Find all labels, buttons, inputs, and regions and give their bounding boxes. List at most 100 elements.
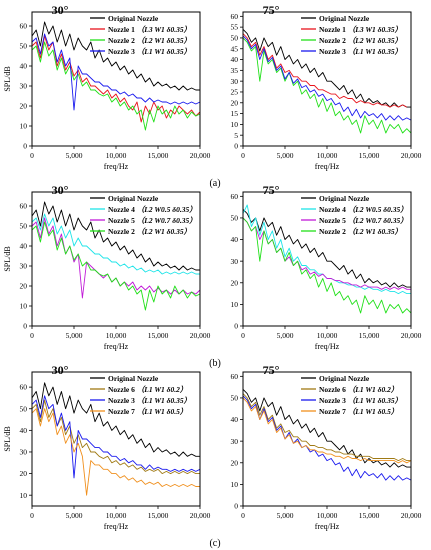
series-line-2 [31, 395, 201, 479]
legend-entry-0: Original Nozzle [319, 194, 370, 203]
y-tick-label: 10 [231, 480, 239, 489]
x-tick-label: 20,000 [401, 331, 422, 340]
series-line-0 [31, 201, 200, 271]
x-tick-label: 20,000 [190, 151, 211, 160]
y-tick-label: 0 [234, 502, 238, 511]
chart-5: 0 5,000 10,000 15,000 20,000 0 10 20 30 40 50 60 fre… [231, 363, 422, 531]
chart-title: 30° [52, 183, 69, 197]
legend-entry-detail: （L2 W0.5 δ0.35） [135, 205, 197, 214]
legend-entry-2: Nozzle 3 （L1 W1 δ0.35） [108, 396, 191, 405]
y-tick-label: 0 [23, 142, 27, 151]
y-tick-label: 45 [231, 44, 239, 53]
x-tick-label: 0 [241, 511, 245, 520]
y-tick-label: 50 [231, 34, 239, 43]
x-tick-label: 20,000 [401, 511, 422, 520]
y-tick-label: 50 [20, 404, 28, 413]
x-tick-label: 0 [30, 511, 34, 520]
y-tick-label: 10 [20, 302, 28, 311]
series-line-2 [242, 395, 412, 481]
y-tick-label: 15 [231, 109, 239, 118]
y-axis-label: SPL/dB [3, 66, 12, 91]
legend-entry-detail: （L1 W1 δ0.5） [346, 407, 398, 416]
legend-entry-3: Nozzle 7 （L1 W1 δ0.5） [319, 407, 398, 416]
series-line-2 [31, 41, 201, 131]
x-tick-label: 20,000 [190, 331, 211, 340]
y-tick-label: 40 [20, 242, 28, 251]
y-tick-label: 0 [234, 142, 238, 151]
chart-title: 75° [263, 363, 280, 377]
x-tick-label: 20,000 [401, 151, 422, 160]
legend-entry-1: Nozzle 1 （L3 W1 δ0.35） [108, 25, 191, 34]
x-tick-label: 0 [30, 331, 34, 340]
legend-entry-3: Nozzle 7 （L1 W1 δ0.5） [108, 407, 187, 416]
x-tick-label: 10,000 [106, 151, 127, 160]
y-tick-label: 55 [231, 23, 239, 32]
x-tick-label: 5,000 [66, 511, 83, 520]
series-line-0 [242, 388, 411, 468]
x-tick-label: 10,000 [317, 151, 338, 160]
x-axis-label: freq/Hz [315, 522, 340, 531]
series-line-3 [242, 35, 412, 121]
chart-0: 0 5,000 10,000 15,000 20,000 0 10 20 30 40 50 60 fre… [3, 3, 211, 171]
y-tick-label: 10 [231, 300, 239, 309]
legend-entry-detail: （L2 W1 δ0.35） [135, 36, 191, 45]
x-tick-label: 15,000 [148, 511, 169, 520]
legend-entry-0: Original Nozzle [108, 14, 159, 23]
y-tick-label: 60 [231, 192, 239, 201]
y-tick-label: 30 [231, 77, 239, 86]
x-axis-label: freq/Hz [315, 162, 340, 171]
series-line-0 [242, 208, 411, 288]
chart-panels: 0 5,000 10,000 15,000 20,000 0 10 20 30 40 50 60 fre… [3, 3, 422, 531]
legend-entry-2: Nozzle 2 （L2 W1 δ0.35） [319, 36, 402, 45]
y-axis-label: SPL/dB [3, 246, 12, 271]
legend-entry-detail: （L1 W1 δ0.35） [346, 396, 402, 405]
panel-label-a: (a) [209, 178, 220, 189]
legend-entry-detail: （L1 W1 δ0.35） [135, 396, 191, 405]
legend-entry-detail: （L2 W1 δ0.35） [346, 36, 402, 45]
y-tick-label: 20 [231, 98, 239, 107]
series-line-1 [31, 213, 200, 275]
y-tick-label: 50 [20, 42, 28, 51]
panel-label-b: (b) [209, 358, 221, 369]
series-line-3 [242, 217, 412, 314]
series-line-1 [31, 399, 200, 475]
series-line-3 [31, 221, 201, 311]
legend-entry-1: Nozzle 4 （L2 W0.5 δ0.35） [319, 205, 408, 214]
x-tick-label: 10,000 [106, 331, 127, 340]
x-tick-label: 5,000 [66, 331, 83, 340]
legend-entry-2: Nozzle 5 （L2 W0.7 δ0.35） [319, 216, 408, 225]
y-tick-label: 60 [20, 383, 28, 392]
legend-entry-3: Nozzle 3 （L1 W1 δ0.35） [319, 47, 402, 56]
x-tick-label: 15,000 [359, 511, 380, 520]
legend-entry-3: Nozzle 3 （L1 W1 δ0.35） [108, 47, 191, 56]
x-axis-label: freq/Hz [315, 342, 340, 351]
y-tick-label: 60 [231, 12, 239, 21]
y-tick-label: 50 [231, 214, 239, 223]
legend-entry-detail: （L1 W1 δ0.5） [135, 407, 187, 416]
y-tick-label: 35 [231, 66, 239, 75]
legend-entry-0: Original Nozzle [108, 194, 159, 203]
series-line-3 [242, 397, 412, 464]
x-tick-label: 10,000 [106, 511, 127, 520]
series-line-1 [242, 33, 408, 108]
series-line-3 [31, 408, 200, 496]
series-line-0 [31, 21, 200, 91]
chart-3: 0 5,000 10,000 15,000 20,000 0 10 20 30 40 50 60 fre… [231, 183, 422, 351]
y-tick-label: 30 [231, 257, 239, 266]
y-tick-label: 0 [234, 322, 238, 331]
chart-title: 75° [263, 183, 280, 197]
legend-entry-detail: （L1 W1 δ0.35） [346, 47, 402, 56]
chart-2: 0 5,000 10,000 15,000 20,000 0 10 20 30 40 50 60 fre… [3, 183, 211, 351]
x-axis-label: freq/Hz [104, 522, 129, 531]
x-tick-label: 0 [241, 331, 245, 340]
legend-entry-2: Nozzle 2 （L2 W1 δ0.35） [108, 36, 191, 45]
y-tick-label: 20 [20, 282, 28, 291]
legend-entry-detail: （L3 W1 δ0.35） [135, 25, 191, 34]
y-tick-label: 10 [20, 122, 28, 131]
y-tick-label: 20 [20, 469, 28, 478]
legend-entry-1: Nozzle 1 （L3 W1 δ0.35） [319, 25, 402, 34]
y-tick-label: 30 [231, 437, 239, 446]
series-line-1 [31, 35, 201, 123]
